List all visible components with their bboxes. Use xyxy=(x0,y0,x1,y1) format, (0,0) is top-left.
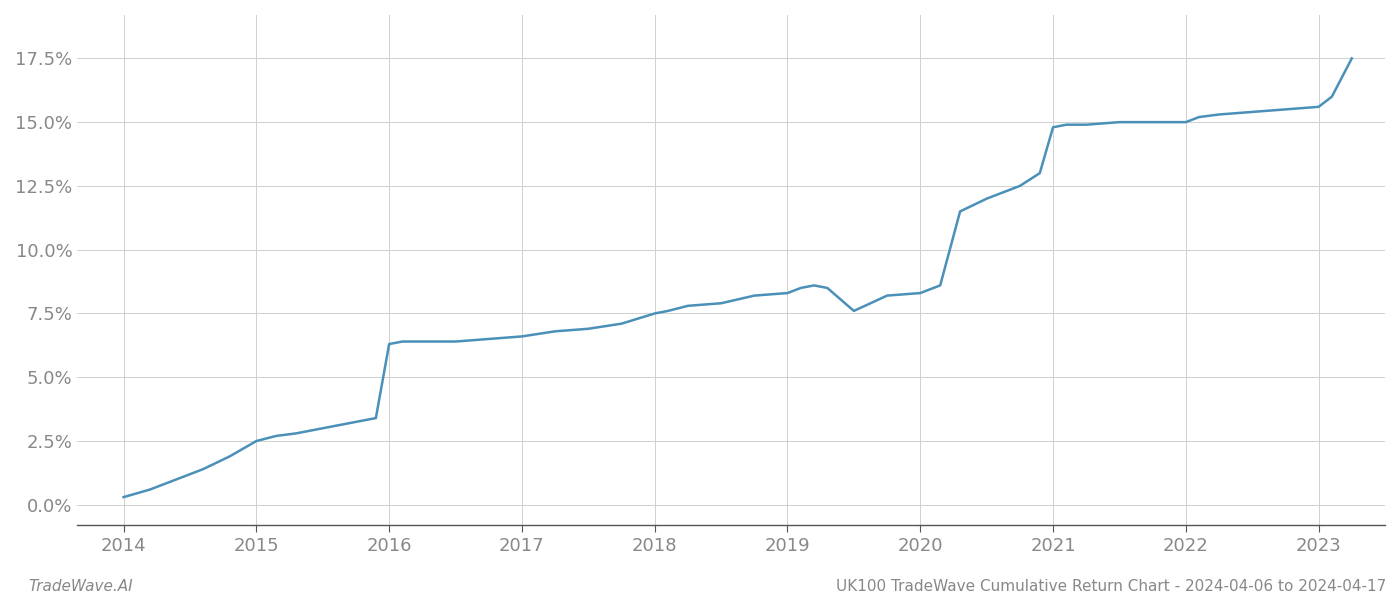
Text: UK100 TradeWave Cumulative Return Chart - 2024-04-06 to 2024-04-17: UK100 TradeWave Cumulative Return Chart … xyxy=(836,579,1386,594)
Text: TradeWave.AI: TradeWave.AI xyxy=(28,579,133,594)
